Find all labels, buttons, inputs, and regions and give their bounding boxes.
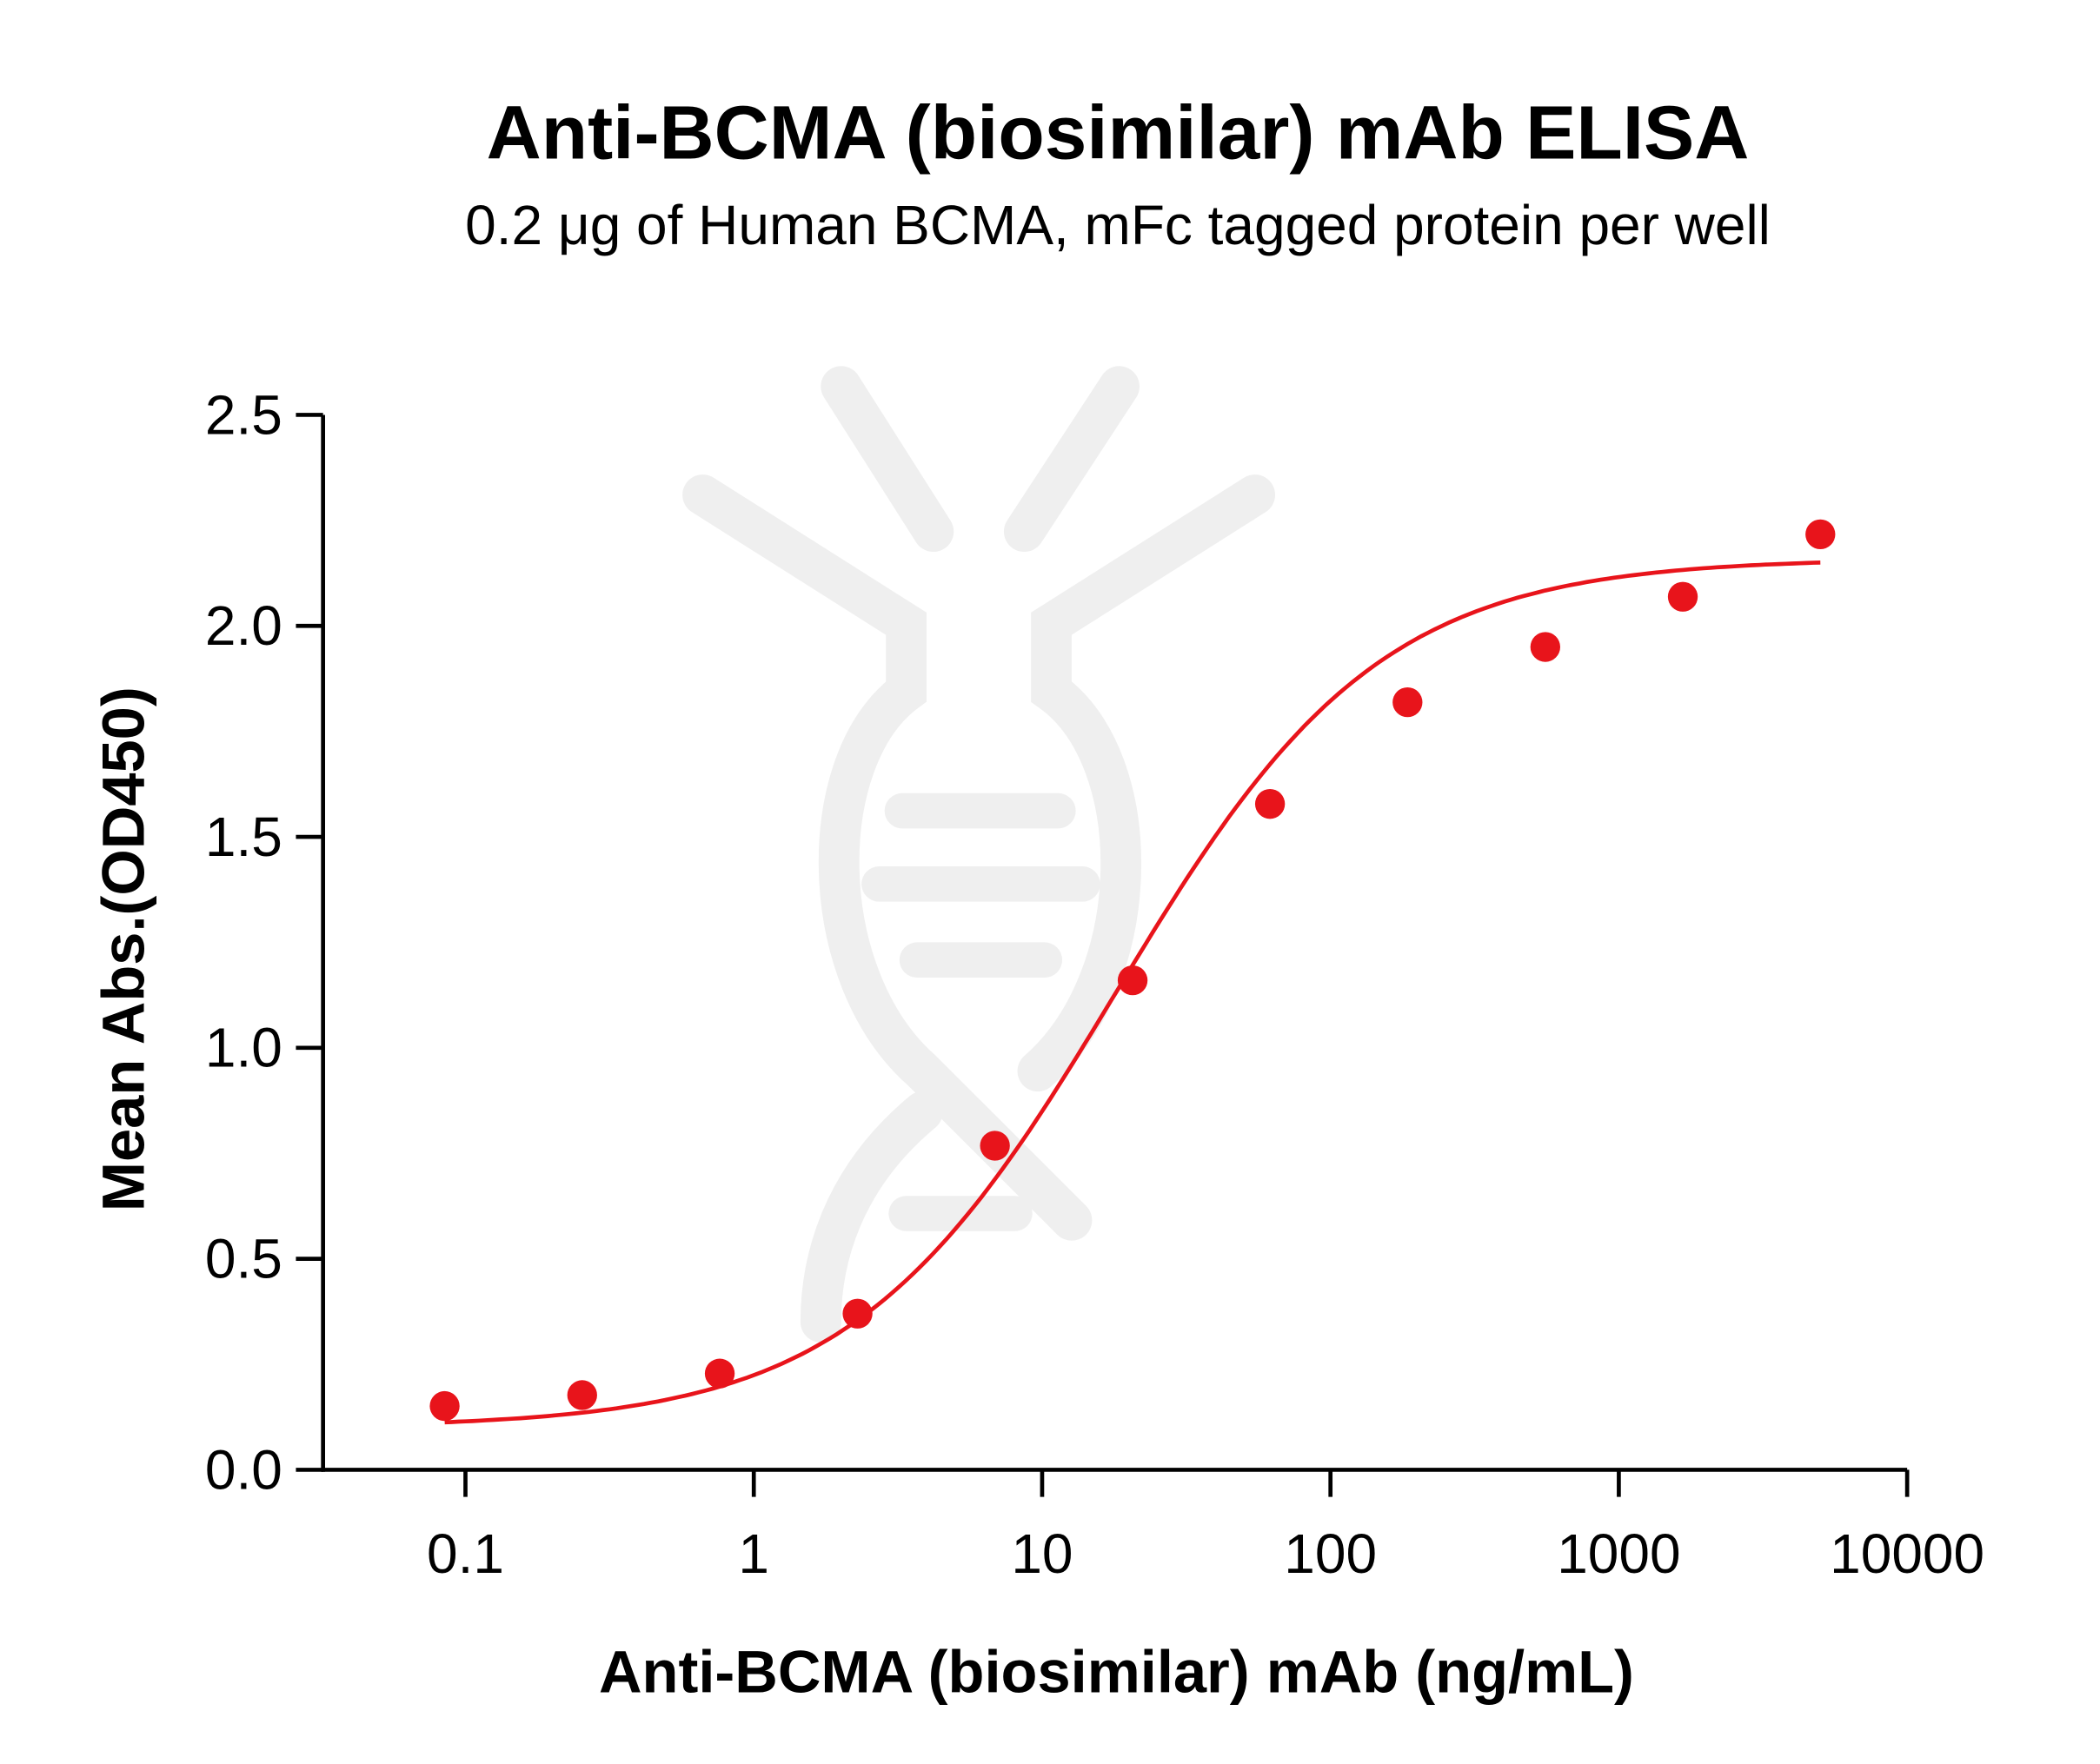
data-point — [1530, 632, 1561, 662]
x-tick-label: 0.1 — [427, 1522, 504, 1585]
axes: 0.0 0.5 1.0 1.5 2.0 2.5 0.1 1 10 100 1000 10000 — [205, 383, 1984, 1585]
y-tick-label: 2.5 — [205, 383, 282, 446]
y-tick-label: 1.5 — [205, 806, 282, 868]
data-point — [1254, 789, 1286, 819]
chart-subtitle: 0.2 μg of Human BCMA, mFc tagged protein… — [465, 194, 1771, 256]
x-tick-label: 10 — [1011, 1522, 1073, 1585]
data-point — [567, 1380, 597, 1410]
data-point — [1667, 581, 1698, 612]
fit-curve — [444, 560, 1821, 1425]
data-point — [1117, 965, 1148, 996]
x-tick-label: 10000 — [1830, 1522, 1984, 1585]
y-tick-label: 2.0 — [205, 594, 282, 657]
data-point — [1805, 519, 1836, 550]
data-point — [704, 1358, 735, 1389]
x-tick-label: 1000 — [1557, 1522, 1680, 1585]
chart-title: Anti-BCMA (biosimilar) mAb ELISA — [487, 90, 1750, 176]
y-tick-label: 0.5 — [205, 1227, 282, 1290]
fit-curve-group — [444, 560, 1821, 1425]
data-point — [429, 1390, 460, 1422]
data-point — [1392, 686, 1423, 718]
y-axis-label: Mean Abs.(OD450) — [90, 686, 157, 1211]
x-tick-label: 100 — [1284, 1522, 1377, 1585]
data-point — [842, 1298, 873, 1329]
y-tick-label: 0.0 — [205, 1438, 282, 1501]
y-tick-label: 1.0 — [205, 1017, 282, 1079]
data-point — [980, 1131, 1010, 1161]
x-tick-label: 1 — [738, 1522, 769, 1585]
data-points — [429, 519, 1836, 1422]
watermark-logo — [682, 366, 1276, 1343]
x-axis-label: Anti-BCMA (biosimilar) mAb (ng/mL) — [599, 1638, 1634, 1705]
